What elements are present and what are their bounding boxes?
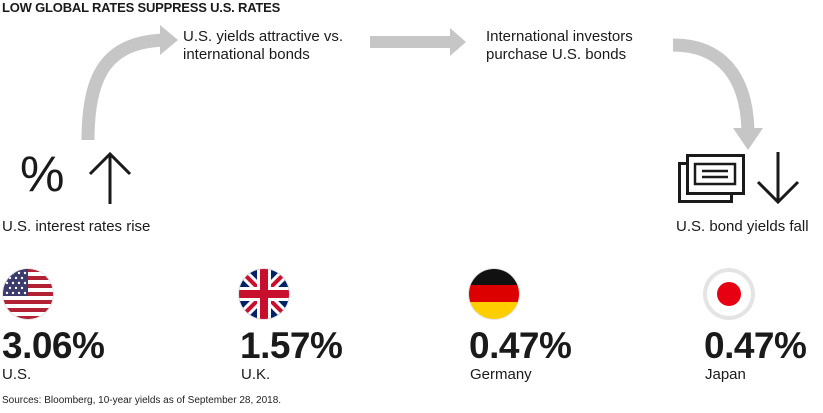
curved-arrow-fall: [672, 38, 755, 136]
curved-arrow-rise: [81, 33, 166, 141]
diagram-title: LOW GLOBAL RATES SUPPRESS U.S. RATES: [2, 0, 281, 15]
japan-country-label: Japan: [705, 366, 746, 383]
step-investors-purchase-line2: purchase U.S. bonds: [486, 46, 627, 63]
down-arrow-icon: [756, 152, 800, 205]
step-yields-fall: U.S. bond yields fall: [676, 218, 809, 235]
flow-arrows: [81, 25, 763, 150]
germany-yield-value: 0.47%: [469, 325, 572, 366]
us-flag-icon: [2, 268, 54, 320]
step-yields-attractive-line1: U.S. yields attractive vs.: [183, 28, 344, 45]
curved-arrow-rise-head: [160, 25, 178, 55]
uk-flag-icon: [238, 268, 290, 320]
japan-yield-value: 0.47%: [704, 325, 807, 366]
us-yield-value: 3.06%: [2, 325, 105, 366]
step-rates-rise: U.S. interest rates rise: [2, 218, 151, 235]
step-yields-attractive-line2: international bonds: [183, 46, 310, 63]
uk-country-label: U.K.: [241, 366, 271, 383]
step-investors-purchase-line1: International investors: [486, 28, 633, 45]
straight-arrow-shaft: [370, 36, 452, 48]
straight-arrow-head: [450, 28, 466, 56]
germany-country-label: Germany: [470, 366, 532, 383]
source-note: Sources: Bloomberg, 10-year yields as of…: [2, 395, 282, 406]
uk-yield-value: 1.57%: [240, 325, 343, 366]
up-arrow-icon: [88, 151, 132, 204]
germany-flag-icon: [468, 268, 520, 320]
bond-certificate-icon: [678, 154, 745, 203]
japan-flag-icon: [703, 268, 755, 320]
curved-arrow-fall-head: [733, 128, 763, 150]
us-country-label: U.S.: [2, 366, 32, 383]
percent-icon: %: [20, 146, 65, 202]
